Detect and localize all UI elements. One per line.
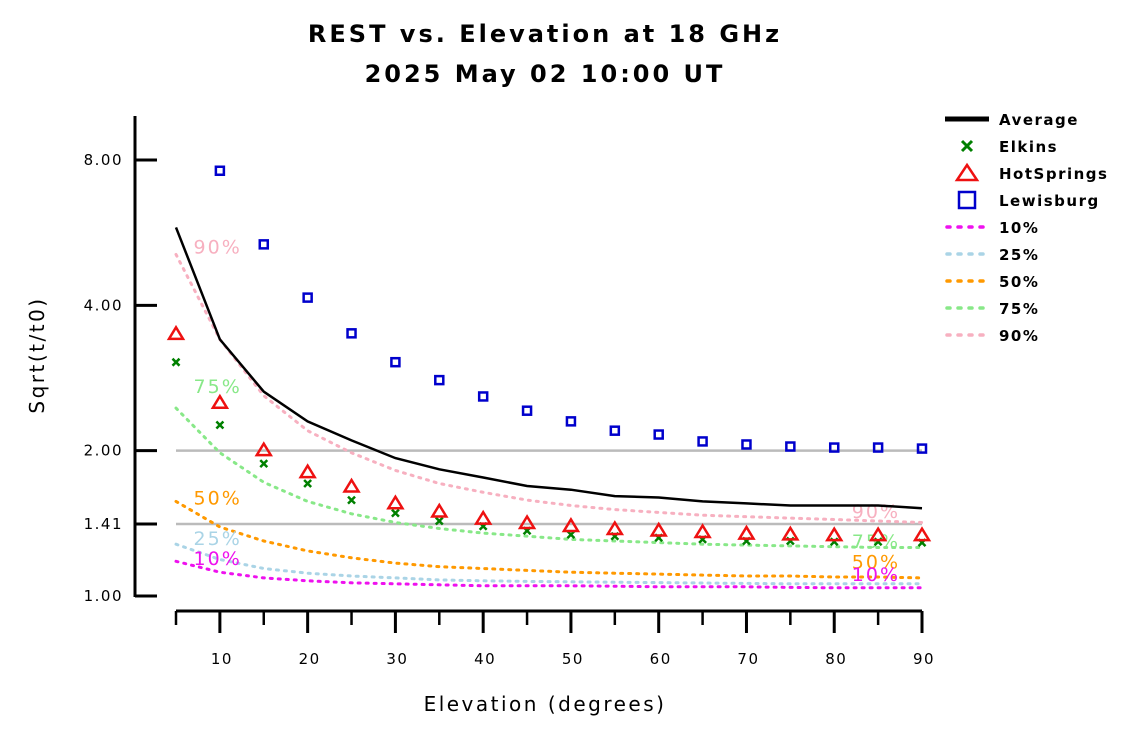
data-point-hotsprings bbox=[517, 514, 537, 530]
data-point-hotsprings bbox=[737, 524, 756, 540]
data-point-hotsprings bbox=[342, 477, 361, 493]
curve-label: 50% bbox=[194, 487, 242, 509]
series-line-75pct bbox=[174, 406, 924, 549]
data-point-lewisburg bbox=[346, 328, 357, 339]
series-line-10pct bbox=[174, 559, 924, 590]
data-point-lewisburg bbox=[521, 405, 533, 416]
data-point-hotsprings bbox=[868, 526, 888, 542]
data-point-hotsprings bbox=[693, 523, 712, 539]
legend-swatch-elkins bbox=[960, 139, 974, 153]
data-point-elkins bbox=[259, 459, 269, 469]
x-tick-label: 30 bbox=[386, 650, 408, 668]
legend-label: 25% bbox=[999, 246, 1039, 264]
x-tick-label: 10 bbox=[211, 650, 233, 668]
x-axis-label: Elevation (degrees) bbox=[424, 692, 667, 716]
data-point-hotsprings bbox=[561, 517, 581, 533]
data-point-hotsprings bbox=[254, 441, 273, 457]
series-line-50pct bbox=[174, 499, 924, 580]
data-point-hotsprings bbox=[912, 526, 932, 542]
data-point-lewisburg bbox=[741, 439, 752, 450]
data-point-lewisburg bbox=[653, 429, 664, 440]
data-point-lewisburg bbox=[872, 442, 884, 453]
data-point-lewisburg bbox=[785, 441, 796, 452]
x-tick-label: 60 bbox=[650, 650, 672, 668]
data-point-lewisburg bbox=[916, 443, 928, 454]
data-point-lewisburg bbox=[302, 292, 313, 303]
legend-label: 50% bbox=[999, 273, 1039, 291]
x-tick-label: 70 bbox=[737, 650, 759, 668]
data-point-hotsprings bbox=[473, 509, 493, 525]
data-point-hotsprings bbox=[825, 526, 844, 542]
series-line-25pct bbox=[174, 542, 924, 586]
data-point-elkins bbox=[303, 479, 313, 488]
data-point-lewisburg bbox=[258, 239, 270, 250]
data-point-lewisburg bbox=[565, 416, 577, 427]
data-point-elkins bbox=[566, 530, 576, 540]
legend-label: 90% bbox=[999, 327, 1039, 345]
legend-label: 10% bbox=[999, 219, 1039, 237]
data-point-elkins bbox=[391, 508, 400, 518]
data-point-elkins bbox=[171, 357, 181, 367]
data-point-hotsprings bbox=[430, 502, 449, 518]
y-tick-label: 8.00 bbox=[84, 151, 123, 169]
data-point-lewisburg bbox=[828, 442, 840, 453]
y-tick-label: 1.41 bbox=[84, 515, 123, 533]
curve-label: 50% bbox=[852, 551, 900, 573]
x-tick-label: 50 bbox=[562, 650, 584, 668]
chart-title: REST vs. Elevation at 18 GHz bbox=[308, 20, 782, 48]
data-point-hotsprings bbox=[649, 521, 668, 537]
data-point-lewisburg bbox=[609, 425, 621, 436]
data-point-hotsprings bbox=[605, 520, 625, 536]
chart-subtitle: 2025 May 02 10:00 UT bbox=[365, 60, 726, 88]
plot-area: 1.00 1.41 2.00 4.00 8.00 10 20 30 40 50 60 70 80 90 90… bbox=[84, 116, 935, 668]
curve-label: 75% bbox=[194, 376, 242, 398]
data-point-elkins bbox=[434, 516, 444, 526]
curve-label: 10% bbox=[852, 564, 900, 586]
data-point-hotsprings bbox=[781, 525, 800, 541]
curve-label: 90% bbox=[194, 236, 242, 258]
x-tick-label: 40 bbox=[474, 650, 496, 668]
data-point-lewisburg bbox=[390, 356, 401, 368]
curve-label: 75% bbox=[852, 531, 900, 553]
y-tick-label: 2.00 bbox=[84, 442, 123, 460]
legend-swatch-hotsprings bbox=[954, 162, 980, 182]
legend-swatch-lewisburg bbox=[957, 190, 977, 210]
y-axis-label: Sqrt(t/t0) bbox=[25, 296, 49, 413]
legend-label: HotSprings bbox=[999, 165, 1108, 183]
x-tick-label: 80 bbox=[825, 650, 847, 668]
data-point-hotsprings bbox=[386, 494, 405, 510]
x-tick-label: 20 bbox=[299, 650, 321, 668]
data-point-elkins bbox=[215, 420, 225, 430]
data-point-hotsprings bbox=[210, 393, 230, 409]
data-point-hotsprings bbox=[166, 324, 186, 341]
data-point-lewisburg bbox=[697, 436, 708, 447]
data-point-lewisburg bbox=[477, 391, 489, 402]
series-line-average bbox=[174, 226, 923, 510]
legend-label: Lewisburg bbox=[999, 192, 1100, 210]
data-point-elkins bbox=[347, 495, 356, 505]
x-tick-label: 90 bbox=[913, 650, 935, 668]
curve-label: 10% bbox=[194, 548, 242, 570]
data-point-lewisburg bbox=[214, 165, 226, 177]
y-tick-label: 4.00 bbox=[84, 296, 123, 314]
series-line-90pct bbox=[174, 252, 924, 524]
data-point-hotsprings bbox=[298, 463, 317, 479]
y-tick-label: 1.00 bbox=[84, 587, 123, 605]
legend-label: Elkins bbox=[999, 138, 1058, 156]
data-point-lewisburg bbox=[434, 374, 445, 386]
legend-label: 75% bbox=[999, 300, 1039, 318]
legend: Average Elkins HotSprings Lewisburg 10% 25% 50… bbox=[945, 111, 1108, 345]
curve-label: 25% bbox=[194, 528, 242, 550]
legend-label: Average bbox=[999, 111, 1079, 129]
